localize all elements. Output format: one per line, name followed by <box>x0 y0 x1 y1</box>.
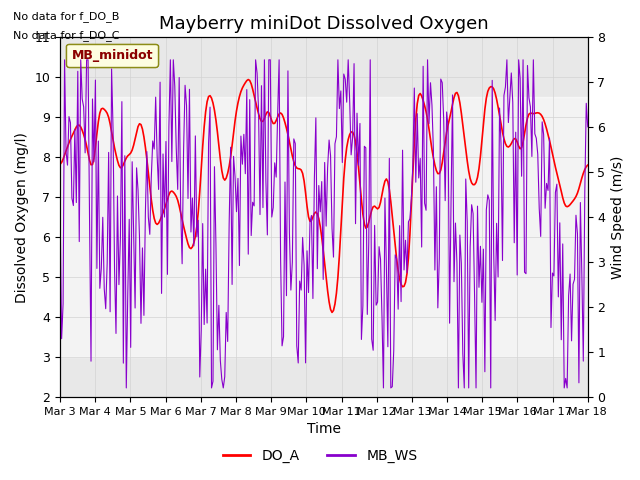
Text: No data for f_DO_B: No data for f_DO_B <box>13 11 119 22</box>
Y-axis label: Dissolved Oxygen (mg/l): Dissolved Oxygen (mg/l) <box>15 132 29 302</box>
Legend: DO_A, MB_WS: DO_A, MB_WS <box>217 443 423 468</box>
Text: No data for f_DO_C: No data for f_DO_C <box>13 30 119 41</box>
Bar <box>60 97 588 357</box>
Y-axis label: Wind Speed (m/s): Wind Speed (m/s) <box>611 156 625 279</box>
X-axis label: Time: Time <box>307 422 341 436</box>
Legend: MB_minidot: MB_minidot <box>67 44 158 67</box>
Title: Mayberry miniDot Dissolved Oxygen: Mayberry miniDot Dissolved Oxygen <box>159 15 489 33</box>
